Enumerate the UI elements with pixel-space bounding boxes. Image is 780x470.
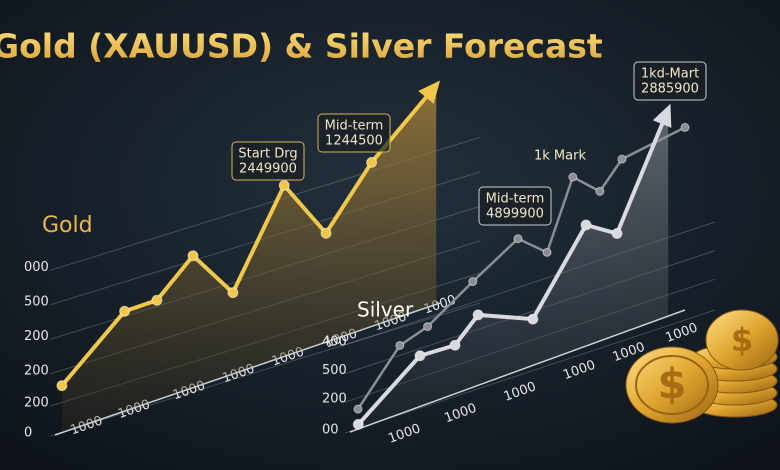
coins: $ $: [625, 309, 779, 424]
marker: [352, 418, 364, 430]
annotation-box: [478, 186, 552, 226]
marker: [353, 404, 363, 414]
y-tick-label: 200: [322, 392, 347, 407]
annotation-value: 2449900: [239, 162, 297, 177]
marker: [611, 228, 623, 240]
marker: [414, 350, 426, 362]
y-tick-label: 400: [322, 335, 347, 350]
y-tick-label: 00: [322, 423, 339, 438]
marker: [617, 154, 627, 164]
marker: [542, 247, 552, 257]
marker: [119, 305, 131, 317]
marker: [366, 156, 378, 168]
marker: [227, 287, 239, 299]
line: [356, 126, 686, 410]
marker: [278, 179, 290, 191]
grid-line: [344, 309, 716, 434]
svg-text:$: $: [657, 360, 686, 409]
chart-title: Silver: [357, 298, 414, 322]
y-tick-label: 0: [24, 426, 32, 441]
y-tick-label: 500: [24, 294, 49, 309]
marker: [513, 234, 523, 244]
area: [61, 85, 437, 433]
marker: [151, 294, 163, 306]
annotation-value: 2885900: [641, 82, 699, 97]
area: [358, 109, 669, 429]
annotation-box: [317, 113, 391, 153]
y-tick-label: 500: [322, 363, 347, 378]
marker: [187, 250, 199, 262]
marker: [472, 309, 484, 321]
annotation-value: 1244500: [325, 134, 383, 149]
marker: [595, 186, 605, 196]
marker: [580, 219, 592, 231]
y-tick-label: 200: [24, 396, 49, 411]
marker: [468, 277, 478, 287]
x-axis: [54, 302, 441, 436]
annotation-label: Start Drg: [238, 147, 297, 162]
annotation-label: Mid-term: [325, 119, 384, 134]
x-axis: [349, 309, 686, 433]
annotation: 1k Mark: [534, 149, 586, 164]
annotation-box: [231, 141, 305, 181]
marker: [56, 380, 68, 392]
y-tick-label: 000: [24, 260, 49, 275]
arrow-head: [652, 103, 672, 128]
y-tick-label: 200: [24, 363, 49, 378]
marker: [680, 122, 690, 132]
page-title: Gold (XAUUSD) & Silver Forecast: [0, 27, 603, 66]
annotation-label: 1kd-Mart: [641, 67, 699, 82]
annotation-label: 1k Mark: [534, 149, 586, 164]
marker: [395, 340, 405, 350]
svg-text:$: $: [731, 321, 753, 359]
marker: [449, 339, 461, 351]
marker: [423, 322, 433, 332]
marker: [320, 227, 332, 239]
chart-title: Gold: [42, 213, 93, 238]
annotation-label: Mid-term: [486, 192, 545, 207]
grid-line: [49, 302, 481, 437]
annotation-box: [633, 61, 707, 101]
marker: [568, 172, 578, 182]
y-tick-label: 200: [24, 329, 49, 344]
annotation-value: 4899900: [486, 207, 544, 222]
arrow-head: [418, 80, 441, 104]
marker: [527, 313, 539, 325]
